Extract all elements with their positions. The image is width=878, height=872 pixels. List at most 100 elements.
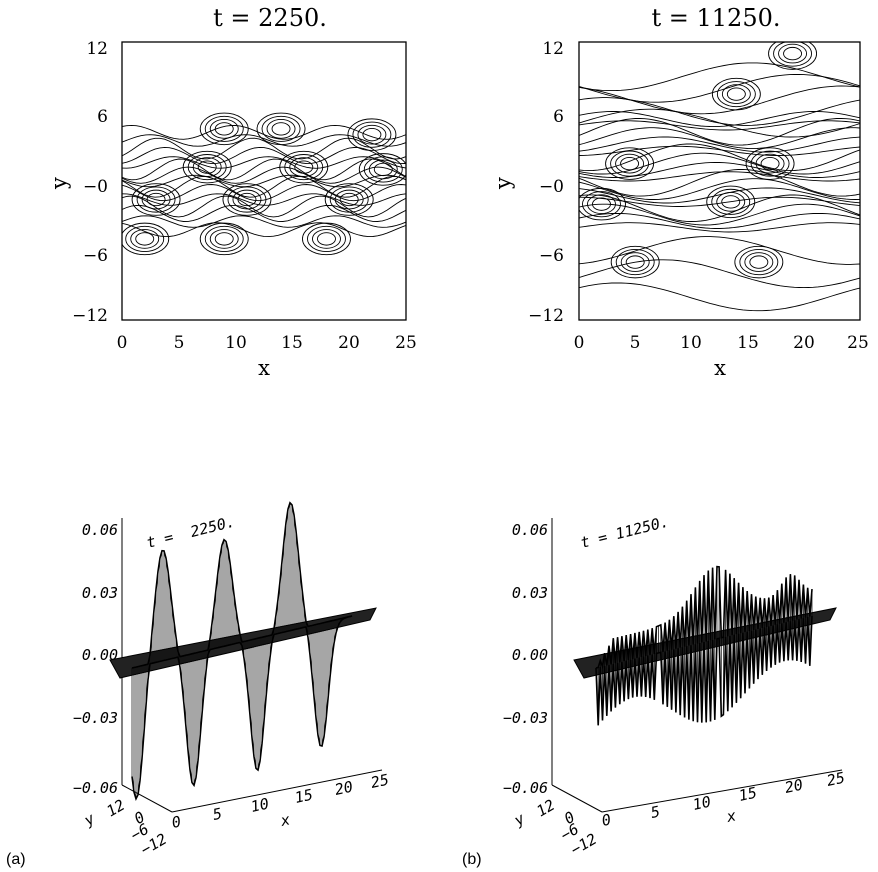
x-tick-label: 20 xyxy=(333,778,354,799)
y-tick-label: −6 xyxy=(83,246,108,266)
contour-loop xyxy=(362,128,382,142)
x-axis xyxy=(171,769,383,813)
x-tick-label: 15 xyxy=(737,784,758,805)
x-axis xyxy=(601,769,843,813)
contour-loop xyxy=(778,43,808,64)
y-tick-label: 12 xyxy=(103,796,128,821)
contour-line xyxy=(122,184,406,202)
contour-loop xyxy=(329,186,369,213)
y-tick-label: −12 xyxy=(528,306,564,326)
x-tick-label: 10 xyxy=(249,795,270,816)
plot-frame xyxy=(121,41,407,321)
contour-line xyxy=(579,62,860,92)
x-tick-label: 5 xyxy=(630,333,641,353)
surface-mesh xyxy=(109,501,377,801)
contour-loop xyxy=(289,157,319,177)
contour-loop xyxy=(227,186,267,213)
x-tick-label: 10 xyxy=(691,793,712,814)
contour-loop xyxy=(209,229,239,249)
contour-loop xyxy=(615,249,655,276)
chart-title: t = 2250. xyxy=(145,513,237,552)
z-tick-label: −0.03 xyxy=(73,709,118,727)
contour-loop xyxy=(610,245,660,279)
z-ticks: 0.06 0.03 0.00 −0.03 −0.06 xyxy=(503,521,548,797)
contour-loop xyxy=(237,192,257,207)
x-tick-label: 5 xyxy=(174,333,185,353)
contour-loop xyxy=(587,194,616,215)
contour-loop xyxy=(734,245,784,279)
contour-loop xyxy=(209,119,239,139)
contour-line xyxy=(579,187,860,204)
contour-loop xyxy=(307,225,346,252)
x-axis-label: x xyxy=(714,356,726,380)
contour-loop xyxy=(214,122,234,136)
contour-loop xyxy=(339,192,359,207)
contour-loop xyxy=(620,156,640,171)
z-tick-label: 0.03 xyxy=(82,584,118,602)
contour-loop xyxy=(294,160,314,174)
contour-loop xyxy=(130,229,160,249)
contour-line xyxy=(579,120,860,131)
contour-loop xyxy=(182,150,232,184)
contour-chart-right: t = 11250. 12 6 −0 −6 −12 0 5 10 15 20 2… xyxy=(491,4,869,380)
contour-loop xyxy=(222,183,272,216)
x-axis-label: x xyxy=(278,810,292,830)
z-ticks: 0.06 0.03 0.00 −0.03 −0.06 xyxy=(73,521,118,797)
contour-line xyxy=(122,204,406,222)
contour-loop xyxy=(711,77,761,111)
contour-loop xyxy=(261,115,301,142)
contour-loop xyxy=(750,150,790,177)
x-tick-label: 15 xyxy=(737,333,759,353)
contour-line xyxy=(579,168,860,197)
contour-loop xyxy=(125,225,165,252)
contour-line xyxy=(579,136,860,153)
y-tick-label: 6 xyxy=(553,107,564,127)
contour-loop xyxy=(135,232,155,246)
contour-loop xyxy=(620,252,650,272)
z-tick-label: 0.06 xyxy=(512,521,548,539)
x-tick-label: 25 xyxy=(825,769,846,790)
contour-line xyxy=(579,127,860,150)
contour-loop xyxy=(302,222,351,256)
contour-loop xyxy=(755,153,785,174)
contour-loop xyxy=(324,183,374,216)
contour-loop xyxy=(711,188,751,215)
contour-loop xyxy=(357,124,387,145)
x-tick-label: 5 xyxy=(211,804,224,823)
contour-line xyxy=(122,166,406,184)
y-tick-label: 12 xyxy=(542,39,564,59)
x-ticks: 0 5 10 15 20 25 xyxy=(117,333,417,353)
contour-loop xyxy=(716,192,746,212)
contour-loop xyxy=(136,186,176,213)
contour-line xyxy=(122,195,406,218)
contour-loop xyxy=(716,81,756,108)
y-axis-label: y xyxy=(491,177,515,190)
contour-loop xyxy=(721,84,751,104)
y-ticks: 12 6 −0 −6 −12 xyxy=(528,39,564,326)
contour-loop xyxy=(199,112,249,146)
y-tick-label: 6 xyxy=(97,107,108,127)
y-tick-label: −0 xyxy=(83,177,108,197)
x-tick-label: 0 xyxy=(600,810,613,829)
y-tick-label: 12 xyxy=(533,796,558,821)
surface-crest xyxy=(595,565,813,670)
y-axis xyxy=(121,784,173,813)
contour-loop xyxy=(256,112,306,146)
y-tick-label: 12 xyxy=(86,39,108,59)
contour-loop xyxy=(739,249,779,276)
x-tick-label: 0 xyxy=(170,812,183,831)
contour-loop xyxy=(605,147,655,180)
contour-loop xyxy=(141,189,171,210)
contour-loop xyxy=(582,191,621,218)
x-tick-label: 5 xyxy=(649,802,662,821)
contour-loop xyxy=(760,156,780,171)
x-tick-label: 10 xyxy=(680,333,702,353)
contour-line xyxy=(579,85,860,115)
contour-loop xyxy=(317,232,336,246)
contour-line xyxy=(579,111,860,128)
contour-loop xyxy=(279,150,329,184)
x-tick-label: 0 xyxy=(117,333,128,353)
contour-loop xyxy=(744,252,774,272)
contour-line xyxy=(579,212,860,229)
contour-loop xyxy=(579,187,626,221)
